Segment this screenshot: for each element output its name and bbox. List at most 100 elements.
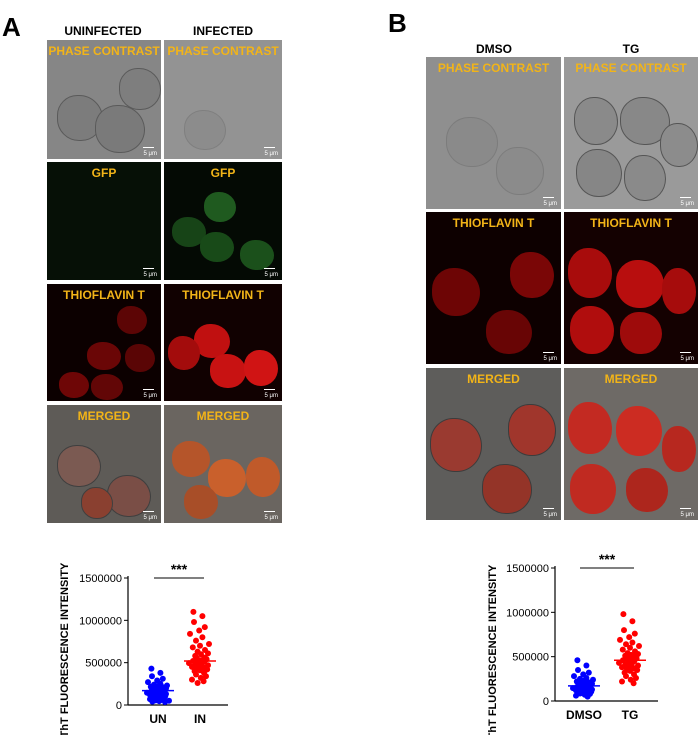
image-b-dmso-merged: MERGED 5 μm (426, 368, 561, 520)
data-point (620, 611, 627, 618)
chart-b-plot: 0 500000 1000000 1500000 DMSO TG *** (506, 551, 658, 722)
scale-bar-label: 5 μm (543, 512, 557, 518)
label-merged: MERGED (77, 409, 131, 423)
data-point (189, 676, 195, 683)
data-point (159, 675, 166, 682)
chart-a-y-axis-label: ThT FLUORESCENCE INTENSITY (59, 562, 71, 735)
column-header-uninfected: UNINFECTED (64, 24, 142, 38)
scale-bar-label: 5 μm (543, 356, 557, 362)
panel-a-letter: A (2, 12, 21, 42)
data-point (616, 659, 622, 666)
data-point (623, 641, 629, 648)
data-point (145, 679, 151, 686)
scale-bar-label: 5 μm (680, 512, 694, 518)
image-a-uninfected-merged: MERGED 5 μm (47, 405, 161, 523)
label-gfp: GFP (91, 166, 117, 180)
scale-bar-label: 5 μm (264, 272, 278, 278)
label-phase-contrast: PHASE CONTRAST (575, 61, 687, 75)
y-tick-label: 1500000 (79, 573, 122, 585)
data-point (205, 650, 211, 657)
data-point (197, 642, 203, 649)
label-gfp: GFP (210, 166, 236, 180)
label-phase-contrast: PHASE CONTRAST (167, 44, 279, 58)
scale-bar-label: 5 μm (680, 356, 694, 362)
data-point (617, 636, 623, 643)
image-b-tg-merged: MERGED 5 μm (564, 368, 698, 520)
data-point (621, 627, 627, 634)
data-point (636, 643, 642, 650)
data-point (187, 630, 193, 637)
data-point (627, 667, 633, 674)
chart-b-y-axis-label: ThT FLUORESCENCE INTENSITY (487, 564, 499, 735)
column-header-tg: TG (622, 42, 640, 56)
data-point (634, 666, 641, 673)
significance-label: *** (171, 561, 188, 577)
scale-bar-label: 5 μm (264, 515, 278, 521)
y-tick-label: 1000000 (79, 615, 122, 627)
data-point (194, 679, 201, 686)
scale-bar-label: 5 μm (543, 201, 557, 207)
data-point (162, 699, 168, 706)
image-a-infected-gfp: GFP 5 μm (164, 162, 282, 280)
y-tick-label: 1500000 (506, 563, 549, 575)
data-point (583, 662, 590, 669)
data-point (196, 627, 203, 634)
label-thioflavin-t: THIOFLAVIN T (590, 216, 672, 230)
data-point (199, 634, 206, 641)
data-point (203, 673, 209, 680)
data-point (571, 673, 577, 680)
data-point (190, 608, 197, 615)
image-a-uninfected-thioflavin: THIOFLAVIN T 5 μm (47, 284, 161, 401)
data-point (199, 613, 206, 620)
label-phase-contrast: PHASE CONTRAST (437, 61, 550, 75)
data-point (627, 644, 633, 651)
scale-bar-label: 5 μm (264, 151, 278, 157)
image-b-dmso-phase: PHASE CONTRAST 5 μm (426, 57, 561, 209)
label-thioflavin-t: THIOFLAVIN T (63, 288, 145, 302)
image-a-infected-phase: PHASE CONTRAST 5 μm (164, 40, 282, 159)
data-point (619, 646, 626, 653)
image-b-tg-phase: PHASE CONTRAST 5 μm (564, 57, 698, 209)
data-point (629, 639, 636, 646)
data-point (191, 619, 197, 626)
x-tick-label: UN (149, 712, 166, 726)
scale-bar-label: 5 μm (143, 151, 157, 157)
data-point (584, 693, 591, 700)
data-point (629, 618, 636, 625)
label-merged: MERGED (196, 409, 250, 423)
data-point (619, 678, 625, 685)
data-point (149, 673, 155, 680)
image-b-tg-thioflavin: THIOFLAVIN T 5 μm (564, 212, 698, 364)
data-point (148, 665, 155, 672)
image-a-infected-merged: MERGED 5 μm (164, 405, 282, 523)
data-point (630, 680, 637, 687)
data-point (157, 669, 164, 676)
scale-bar-label: 5 μm (143, 393, 157, 399)
data-point (149, 698, 156, 705)
y-tick-label: 500000 (85, 658, 122, 670)
data-point (631, 630, 638, 637)
label-thioflavin-t: THIOFLAVIN T (182, 288, 264, 302)
data-point (575, 666, 581, 673)
image-a-uninfected-phase: PHASE CONTRAST 5 μm (47, 40, 161, 159)
y-tick-label: 500000 (512, 652, 549, 664)
image-a-infected-thioflavin: THIOFLAVIN T 5 μm (164, 284, 282, 401)
chart-a: ThT FLUORESCENCE INTENSITY 0 500000 100000… (59, 561, 228, 735)
y-tick-label: 1000000 (506, 607, 549, 619)
scale-bar-label: 5 μm (143, 272, 157, 278)
y-tick-label: 0 (116, 700, 122, 712)
label-merged: MERGED (604, 372, 658, 386)
label-phase-contrast: PHASE CONTRAST (48, 44, 160, 58)
data-point (193, 637, 199, 644)
data-point (623, 673, 629, 680)
column-header-dmso: DMSO (476, 42, 512, 56)
chart-b: ThT FLUORESCENCE INTENSITY 0 500000 100000… (487, 551, 658, 735)
significance-label: *** (599, 551, 616, 567)
data-point (626, 634, 633, 641)
data-point (189, 644, 196, 651)
x-tick-label: TG (622, 708, 639, 722)
data-point (633, 674, 639, 681)
data-point (156, 698, 163, 705)
panel-b-letter: B (388, 8, 407, 38)
image-b-dmso-thioflavin: THIOFLAVIN T 5 μm (426, 212, 561, 364)
